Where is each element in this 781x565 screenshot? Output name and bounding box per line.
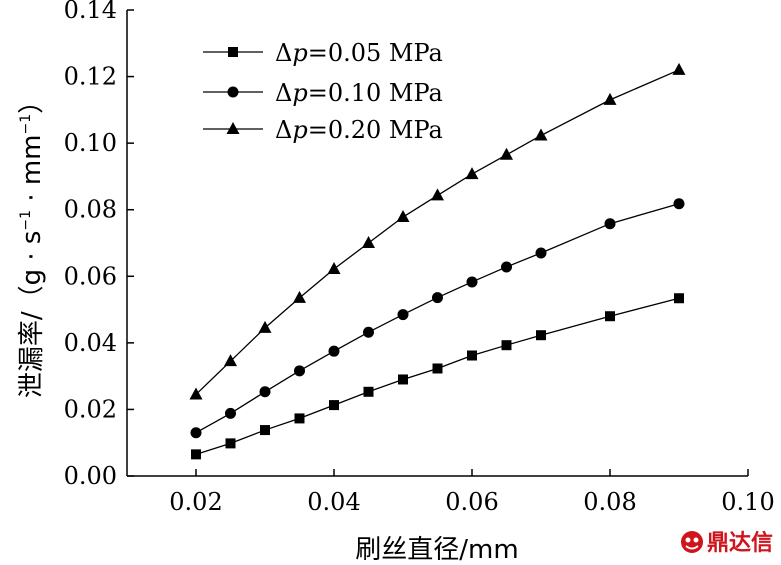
x-tick-label: 0.10 bbox=[721, 488, 774, 516]
legend-label: Δp=0.05 MPa bbox=[275, 39, 443, 67]
data-point bbox=[259, 386, 271, 398]
y-tick-label: 0.08 bbox=[64, 196, 117, 224]
x-ticks: 0.02 0.04 0.06 0.08 0.10 bbox=[169, 469, 775, 516]
y-ticks: 0.00 0.02 0.04 0.06 0.08 0.10 0.12 0.14 bbox=[64, 0, 134, 490]
data-point bbox=[397, 309, 409, 321]
data-point bbox=[432, 292, 443, 304]
data-point bbox=[466, 276, 478, 288]
data-point bbox=[465, 167, 479, 180]
data-point bbox=[501, 261, 512, 273]
series-group bbox=[189, 62, 686, 460]
data-point bbox=[294, 413, 305, 424]
data-point bbox=[431, 188, 444, 201]
data-point bbox=[189, 387, 203, 400]
series-1 bbox=[190, 198, 685, 439]
x-tick-label: 0.06 bbox=[445, 488, 498, 516]
legend-item-1: Δp=0.10 MPa bbox=[203, 79, 443, 107]
y-tick-label: 0.14 bbox=[64, 0, 117, 24]
data-point bbox=[328, 345, 340, 357]
data-point bbox=[672, 62, 686, 75]
y-tick-label: 0.06 bbox=[64, 262, 117, 290]
x-tick-label: 0.04 bbox=[307, 488, 360, 516]
legend-marker bbox=[228, 47, 238, 57]
data-point bbox=[190, 427, 202, 439]
data-point bbox=[673, 198, 685, 210]
data-point bbox=[604, 218, 616, 230]
data-point bbox=[535, 247, 547, 259]
data-point bbox=[225, 438, 236, 449]
data-point bbox=[536, 330, 546, 341]
legend-label: Δp=0.20 MPa bbox=[275, 116, 443, 144]
axes bbox=[126, 10, 748, 477]
data-point bbox=[363, 386, 374, 397]
data-point bbox=[294, 365, 305, 377]
data-point bbox=[534, 128, 548, 141]
y-axis-label: 泄漏率/（g · s−1 · mm−1） bbox=[17, 88, 47, 398]
data-point bbox=[501, 340, 512, 351]
data-point bbox=[363, 326, 374, 338]
data-point bbox=[329, 400, 339, 411]
watermark-text: 鼎达信 bbox=[707, 530, 773, 556]
legend-marker bbox=[226, 122, 240, 134]
data-point bbox=[500, 147, 513, 160]
legend: Δp=0.05 MPa Δp=0.10 MPa Δp=0.20 MPa bbox=[203, 39, 443, 144]
x-tick-label: 0.08 bbox=[583, 488, 636, 516]
y-tick-label: 0.00 bbox=[64, 462, 117, 490]
legend-label: Δp=0.10 MPa bbox=[275, 79, 443, 107]
logo-icon bbox=[681, 531, 703, 553]
data-point bbox=[605, 311, 615, 322]
y-tick-label: 0.12 bbox=[64, 63, 117, 91]
data-point bbox=[603, 92, 617, 105]
legend-marker bbox=[227, 86, 239, 98]
data-point bbox=[327, 261, 341, 274]
data-point bbox=[260, 425, 270, 436]
data-point bbox=[224, 354, 237, 367]
y-tick-label: 0.04 bbox=[64, 329, 117, 357]
data-point bbox=[258, 320, 272, 333]
x-tick-label: 0.02 bbox=[169, 488, 222, 516]
data-point bbox=[293, 290, 306, 303]
series-2 bbox=[189, 62, 686, 400]
data-point bbox=[362, 236, 375, 248]
data-point bbox=[396, 210, 410, 223]
data-point bbox=[674, 293, 684, 304]
legend-item-0: Δp=0.05 MPa bbox=[203, 39, 443, 67]
data-point bbox=[191, 449, 201, 460]
y-tick-label: 0.02 bbox=[64, 395, 117, 423]
data-point bbox=[398, 374, 408, 385]
data-point bbox=[225, 407, 236, 419]
legend-item-2: Δp=0.20 MPa bbox=[203, 116, 443, 144]
y-tick-label: 0.10 bbox=[64, 129, 117, 157]
x-axis-label: 刷丝直径/mm bbox=[355, 535, 518, 565]
data-point bbox=[432, 363, 443, 374]
data-point bbox=[467, 350, 477, 361]
watermark: 鼎达信 bbox=[681, 530, 773, 556]
series-0 bbox=[191, 293, 684, 460]
